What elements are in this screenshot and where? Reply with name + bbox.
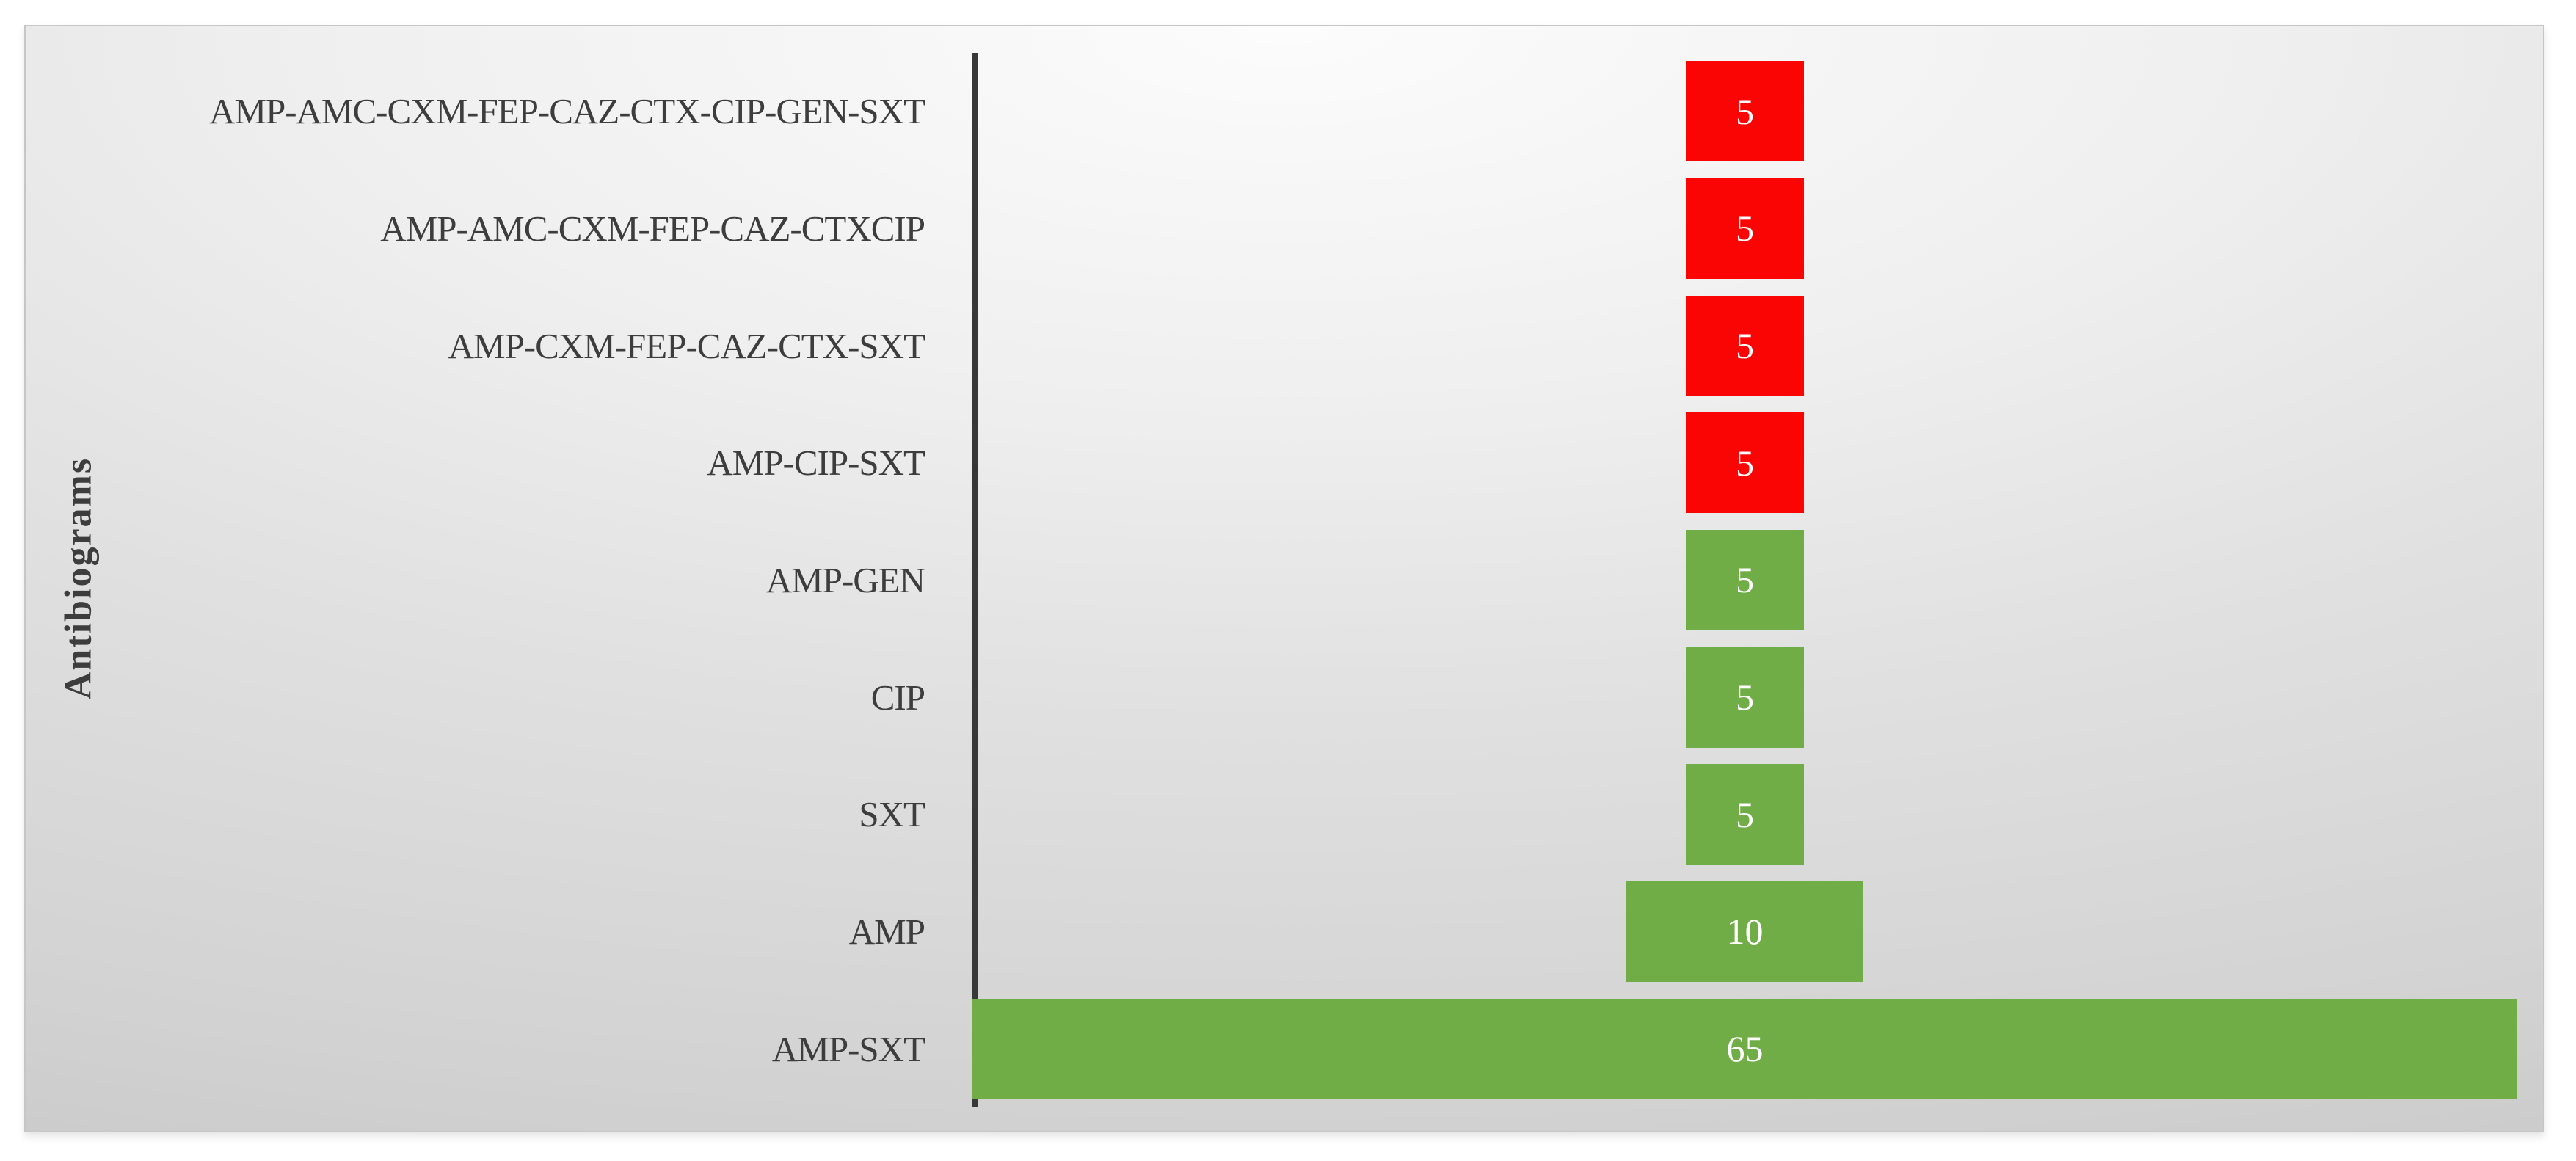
bar-value-label: 5 [1735,559,1754,601]
category-label: SXT [859,794,925,835]
bar: 5 [1685,764,1805,865]
bar: 65 [972,998,2517,1099]
category-label: AMP-CXM-FEP-CAZ-CTX-SXT [448,325,925,366]
chart-row: AMP-CIP-SXT 5 [26,404,2543,522]
bar: 5 [1685,647,1805,748]
bar: 5 [1685,295,1805,396]
bar: 5 [1685,61,1805,162]
category-label: AMP-AMC-CXM-FEP-CAZ-CTX-CIP-GEN-SXT [209,91,925,132]
bar-value-label: 5 [1735,90,1754,132]
chart-row: AMP-AMC-CXM-FEP-CAZ-CTXCIP 5 [26,170,2543,288]
chart-row: AMP 10 [26,873,2543,991]
category-label: AMP-SXT [771,1028,925,1069]
chart-row: AMP-CXM-FEP-CAZ-CTX-SXT 5 [26,287,2543,404]
chart-row: AMP-AMC-CXM-FEP-CAZ-CTX-CIP-GEN-SXT 5 [26,53,2543,170]
category-label: AMP-AMC-CXM-FEP-CAZ-CTXCIP [380,208,925,249]
chart-row: AMP-SXT 65 [26,990,2543,1107]
bar: 5 [1685,412,1805,514]
category-label: CIP [870,677,925,718]
chart-row: SXT 5 [26,756,2543,873]
chart-panel: Antibiograms AMP-AMC-CXM-FEP-CAZ-CTX-CIP… [24,25,2544,1132]
chart-row: AMP-GEN 5 [26,522,2543,639]
bar-value-label: 5 [1735,677,1754,718]
bar: 5 [1685,529,1805,630]
chart-row: CIP 5 [26,638,2543,756]
bar: 5 [1685,178,1805,279]
category-label: AMP [848,911,925,952]
bar-value-label: 5 [1735,208,1754,250]
bar-value-label: 5 [1735,793,1754,835]
bar-value-label: 5 [1735,442,1754,484]
bar: 10 [1626,881,1864,982]
plot-area: AMP-AMC-CXM-FEP-CAZ-CTX-CIP-GEN-SXT 5 AM… [26,53,2543,1107]
category-label: AMP-GEN [765,559,925,600]
bar-value-label: 5 [1735,325,1754,367]
bar-value-label: 10 [1726,911,1764,953]
y-axis-line [972,53,978,1107]
bar-value-label: 65 [1726,1028,1764,1070]
category-label: AMP-CIP-SXT [707,443,925,484]
